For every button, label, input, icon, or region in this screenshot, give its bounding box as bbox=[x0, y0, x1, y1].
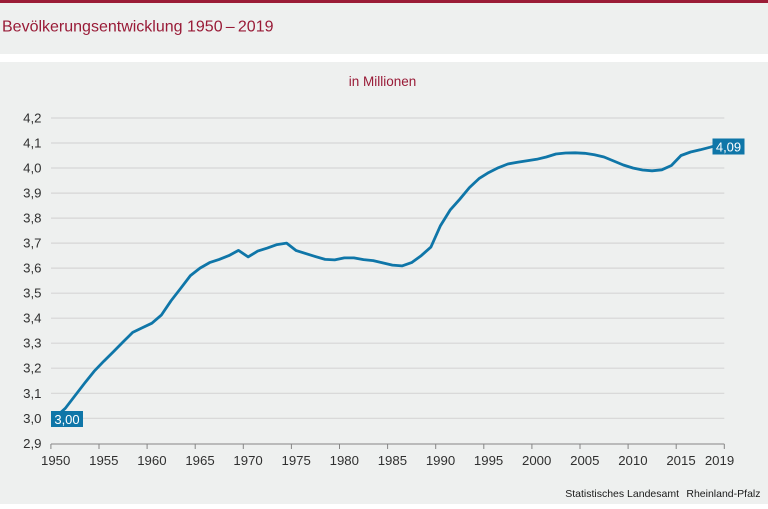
svg-text:2019: 2019 bbox=[705, 453, 734, 468]
svg-text:3,00: 3,00 bbox=[54, 412, 79, 427]
svg-text:1995: 1995 bbox=[474, 453, 503, 468]
svg-text:1985: 1985 bbox=[378, 453, 407, 468]
svg-text:3,0: 3,0 bbox=[23, 411, 41, 426]
svg-text:1955: 1955 bbox=[89, 453, 118, 468]
svg-text:4,0: 4,0 bbox=[23, 161, 41, 176]
svg-text:3,5: 3,5 bbox=[23, 286, 41, 301]
svg-text:3,4: 3,4 bbox=[23, 311, 41, 326]
svg-text:3,8: 3,8 bbox=[23, 211, 41, 226]
svg-text:1990: 1990 bbox=[426, 453, 455, 468]
svg-text:Statistisches Landesamt Rhein: Statistisches Landesamt Rheinland-Pfalz bbox=[565, 488, 760, 500]
svg-text:3,6: 3,6 bbox=[23, 261, 41, 276]
svg-text:1970: 1970 bbox=[233, 453, 262, 468]
svg-text:2,9: 2,9 bbox=[23, 436, 41, 451]
svg-text:3,9: 3,9 bbox=[23, 186, 41, 201]
svg-text:2010: 2010 bbox=[618, 453, 647, 468]
svg-text:2005: 2005 bbox=[570, 453, 599, 468]
svg-text:2015: 2015 bbox=[666, 453, 695, 468]
svg-text:4,1: 4,1 bbox=[23, 136, 41, 151]
svg-text:3,7: 3,7 bbox=[23, 236, 41, 251]
svg-text:2000: 2000 bbox=[522, 453, 551, 468]
svg-text:4,09: 4,09 bbox=[716, 139, 741, 154]
svg-text:1950: 1950 bbox=[41, 453, 70, 468]
svg-text:3,1: 3,1 bbox=[23, 386, 41, 401]
svg-text:1975: 1975 bbox=[282, 453, 311, 468]
svg-text:Bevölkerungsentwicklung 1950 –: Bevölkerungsentwicklung 1950 – 2019 bbox=[2, 19, 274, 36]
svg-text:1960: 1960 bbox=[137, 453, 166, 468]
svg-text:3,3: 3,3 bbox=[23, 336, 41, 351]
svg-text:in Millionen: in Millionen bbox=[349, 74, 417, 89]
svg-text:3,2: 3,2 bbox=[23, 361, 41, 376]
svg-text:1965: 1965 bbox=[185, 453, 214, 468]
svg-text:1980: 1980 bbox=[330, 453, 359, 468]
svg-text:4,2: 4,2 bbox=[23, 111, 41, 126]
